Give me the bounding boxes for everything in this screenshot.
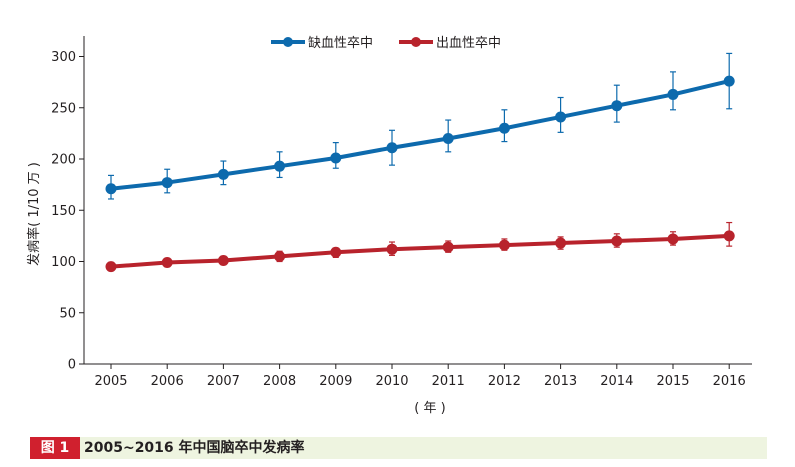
data-point (611, 100, 623, 112)
chart: 0 50 100 150 200 250 300 2005 2006 2007 2008 2009 20… (26, 36, 752, 416)
series-line (110, 233, 730, 269)
data-point (723, 230, 735, 242)
data-point (330, 246, 342, 258)
y-tick-label: 100 (51, 255, 76, 270)
figure-number: 图 1 (30, 437, 80, 459)
y-tick-label: 300 (51, 50, 76, 65)
y-tick-label: 150 (51, 204, 76, 219)
legend-marker (283, 37, 293, 47)
x-tick-label: 2005 (94, 374, 127, 389)
axes: 0 50 100 150 200 250 300 2005 2006 2007 2008 2009 20… (51, 36, 752, 389)
data-point (217, 254, 229, 266)
data-point (386, 142, 398, 154)
data-point (667, 88, 679, 100)
data-point (442, 241, 454, 253)
data-point (386, 243, 398, 255)
legend: 缺血性卒中 出血性卒中 (271, 36, 501, 51)
data-point (161, 177, 173, 189)
data-point (105, 261, 117, 273)
legend-label: 缺血性卒中 (308, 36, 373, 51)
data-point (667, 233, 679, 245)
x-tick-label: 2016 (713, 374, 746, 389)
x-tick-label: 2008 (263, 374, 296, 389)
data-point (217, 168, 229, 180)
y-tick-label: 0 (68, 358, 76, 373)
data-point (105, 183, 117, 195)
data-point (498, 239, 510, 251)
y-tick-label: 50 (59, 306, 76, 321)
data-point (498, 122, 510, 134)
data-point (555, 237, 567, 249)
legend-item-1: 缺血性卒中 (271, 36, 373, 51)
data-point (611, 235, 623, 247)
x-tick-label: 2009 (319, 374, 352, 389)
figure-caption: 图 1 2005~2016 年中国脑卒中发病率 (30, 437, 767, 459)
series-2 (105, 221, 735, 273)
figure-title: 2005~2016 年中国脑卒中发病率 (84, 440, 305, 456)
y-tick-label: 200 (51, 153, 76, 168)
x-tick-label: 2012 (488, 374, 521, 389)
x-tick-label: 2015 (656, 374, 689, 389)
data-point (274, 160, 286, 172)
data-point (161, 257, 173, 269)
x-axis-label: ( 年 ) (414, 401, 445, 416)
x-tick-label: 2013 (544, 374, 577, 389)
data-point (723, 75, 735, 87)
data-point (330, 152, 342, 164)
x-tick-label: 2006 (151, 374, 184, 389)
legend-label: 出血性卒中 (436, 36, 501, 51)
x-tick-label: 2007 (207, 374, 240, 389)
data-point (555, 111, 567, 123)
x-tick-label: 2010 (375, 374, 408, 389)
data-point (274, 250, 286, 262)
legend-item-2: 出血性卒中 (399, 36, 501, 51)
x-tick-label: 2014 (600, 374, 633, 389)
y-axis-label: 发病率( 1/10 万 ) (26, 162, 42, 266)
series-layer (105, 52, 735, 273)
data-point (442, 133, 454, 144)
x-tick-label: 2011 (432, 374, 465, 389)
legend-marker (411, 37, 421, 47)
y-tick-label: 250 (51, 101, 76, 116)
series-line (110, 79, 730, 191)
series-1 (105, 52, 735, 200)
